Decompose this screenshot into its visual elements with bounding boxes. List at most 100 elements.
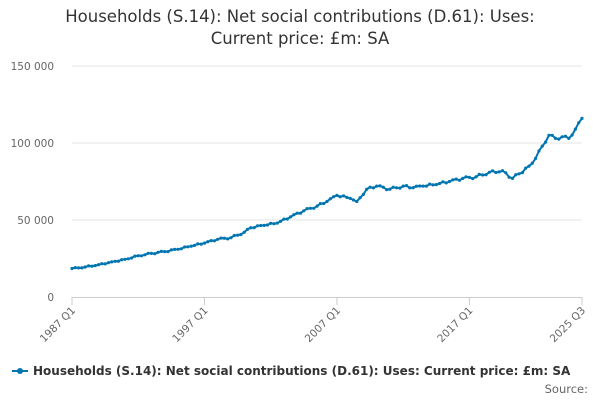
data-point[interactable] <box>355 199 359 204</box>
data-point[interactable] <box>507 175 511 179</box>
data-point[interactable] <box>438 181 442 186</box>
data-point[interactable] <box>414 184 418 188</box>
data-point[interactable] <box>113 259 117 263</box>
data-point[interactable] <box>120 258 124 262</box>
data-point[interactable] <box>338 195 342 199</box>
data-point[interactable] <box>467 175 471 179</box>
data-point[interactable] <box>259 223 263 228</box>
data-point[interactable] <box>318 202 322 206</box>
data-point[interactable] <box>447 179 452 184</box>
data-point[interactable] <box>530 161 534 165</box>
data-point[interactable] <box>461 176 465 180</box>
data-point[interactable] <box>418 184 422 188</box>
data-point[interactable] <box>209 239 213 243</box>
data-point[interactable] <box>481 173 485 177</box>
data-point[interactable] <box>474 175 478 179</box>
data-point[interactable] <box>557 137 561 141</box>
data-point[interactable] <box>391 185 395 189</box>
data-point[interactable] <box>577 121 581 125</box>
data-point[interactable] <box>279 219 283 223</box>
data-point[interactable] <box>232 233 236 238</box>
data-point[interactable] <box>87 264 91 268</box>
data-point[interactable] <box>163 250 167 254</box>
data-point[interactable] <box>245 227 250 231</box>
data-point[interactable] <box>305 207 309 211</box>
data-point[interactable] <box>534 156 538 160</box>
data-point[interactable] <box>302 209 306 213</box>
data-point[interactable] <box>401 184 405 188</box>
data-point[interactable] <box>265 223 269 227</box>
data-point[interactable] <box>70 266 74 271</box>
data-point[interactable] <box>342 194 346 198</box>
data-point[interactable] <box>408 186 412 190</box>
data-point[interactable] <box>173 247 177 251</box>
data-point[interactable] <box>351 198 356 202</box>
data-point[interactable] <box>312 206 316 210</box>
data-point[interactable] <box>378 184 382 188</box>
data-point[interactable] <box>580 116 584 120</box>
data-point[interactable] <box>100 262 104 266</box>
data-point[interactable] <box>275 221 279 225</box>
data-point[interactable] <box>226 237 230 241</box>
data-point[interactable] <box>517 172 521 176</box>
data-point[interactable] <box>96 263 101 267</box>
data-point[interactable] <box>262 223 266 227</box>
data-point[interactable] <box>358 196 362 200</box>
data-point[interactable] <box>77 266 81 270</box>
data-point[interactable] <box>570 133 574 137</box>
data-point[interactable] <box>441 180 445 184</box>
data-point[interactable] <box>73 266 77 270</box>
data-point[interactable] <box>444 181 448 185</box>
data-point[interactable] <box>216 237 220 241</box>
data-point[interactable] <box>133 254 137 258</box>
data-point[interactable] <box>139 254 144 258</box>
data-point[interactable] <box>381 185 385 189</box>
data-point[interactable] <box>176 247 180 251</box>
data-point[interactable] <box>514 173 518 177</box>
data-point[interactable] <box>491 169 495 173</box>
data-point[interactable] <box>520 171 525 175</box>
data-point[interactable] <box>166 250 170 254</box>
data-point[interactable] <box>242 230 246 234</box>
data-point[interactable] <box>451 178 455 182</box>
data-point[interactable] <box>375 184 379 188</box>
data-point[interactable] <box>249 226 253 230</box>
data-point[interactable] <box>272 222 276 226</box>
data-point[interactable] <box>454 177 458 181</box>
data-point[interactable] <box>103 262 107 266</box>
data-point[interactable] <box>90 264 94 268</box>
data-point[interactable] <box>179 247 183 251</box>
data-point[interactable] <box>497 170 501 174</box>
data-point[interactable] <box>295 211 299 215</box>
data-point[interactable] <box>252 226 256 230</box>
data-point[interactable] <box>292 213 296 217</box>
data-point[interactable] <box>93 264 97 268</box>
legend[interactable]: Households (S.14): Net social contributi… <box>12 364 592 378</box>
data-point[interactable] <box>80 266 84 270</box>
data-point[interactable] <box>149 251 154 255</box>
data-point[interactable] <box>308 206 312 210</box>
data-point[interactable] <box>106 261 110 265</box>
data-point[interactable] <box>186 245 190 249</box>
data-point[interactable] <box>116 259 120 263</box>
data-point[interactable] <box>527 164 531 168</box>
data-point[interactable] <box>282 217 286 221</box>
data-point[interactable] <box>560 135 564 139</box>
data-point[interactable] <box>202 241 207 245</box>
data-point[interactable] <box>431 183 435 187</box>
data-point[interactable] <box>573 127 578 131</box>
data-point[interactable] <box>123 257 127 261</box>
data-point[interactable] <box>156 250 160 254</box>
data-point[interactable] <box>206 240 210 244</box>
data-point[interactable] <box>83 265 87 269</box>
data-point[interactable] <box>285 217 289 221</box>
data-point[interactable] <box>504 171 508 175</box>
data-point[interactable] <box>421 184 425 188</box>
data-point[interactable] <box>328 197 332 201</box>
data-point[interactable] <box>219 236 223 240</box>
data-point[interactable] <box>567 136 571 140</box>
data-point[interactable] <box>229 236 233 240</box>
data-point[interactable] <box>130 256 134 260</box>
data-point[interactable] <box>404 184 409 188</box>
data-point[interactable] <box>136 254 140 258</box>
